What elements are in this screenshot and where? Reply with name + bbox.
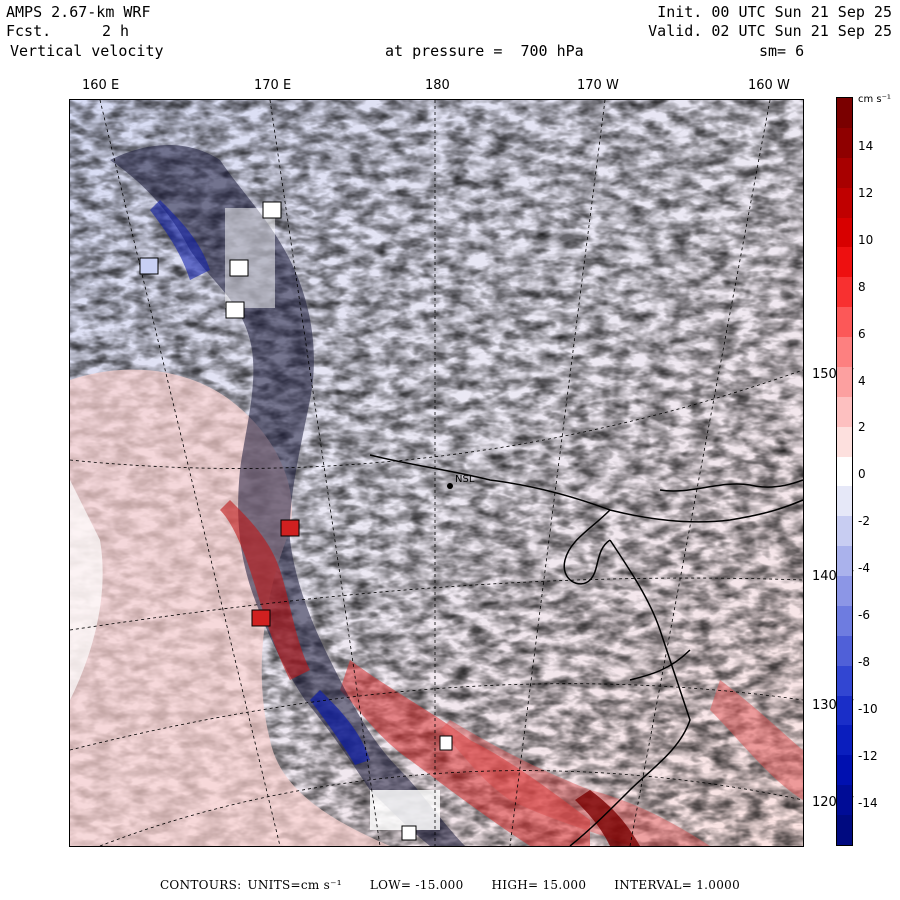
vertical-velocity-map: NSL — [69, 99, 804, 847]
colorbar-swatch — [837, 426, 852, 457]
colorbar-tick-label: -12 — [858, 748, 878, 763]
colorbar-swatch — [837, 785, 852, 815]
colorbar-tick-label: -10 — [858, 701, 878, 716]
colorbar-tick-label: 12 — [858, 185, 874, 200]
colorbar-tick-label: 14 — [858, 139, 874, 153]
colorbar-swatch — [837, 665, 852, 696]
colorbar-swatch — [837, 605, 852, 636]
graticule — [70, 100, 803, 846]
colorbar-tick-label: 10 — [858, 232, 874, 247]
contour-info: CONTOURS: UNITS=cm s⁻¹ LOW= -15.000 HIGH= 1… — [0, 878, 900, 892]
colorbar-swatch — [837, 486, 852, 517]
no-data-patch-2 — [225, 208, 275, 308]
no-data-patch — [370, 790, 440, 830]
white-area — [70, 480, 103, 700]
colorbar-swatch — [837, 277, 852, 308]
colorbar-swatch — [837, 396, 852, 427]
station-marker — [447, 483, 453, 489]
colorbar-tick-label: -4 — [858, 561, 870, 576]
ascent-band-east — [440, 720, 710, 846]
valid-time: Valid. 02 UTC Sun 21 Sep 25 — [648, 22, 892, 40]
colorbar-swatch — [837, 755, 852, 786]
init-time: Init. 00 UTC Sun 21 Sep 25 — [657, 3, 892, 21]
colorbar-swatch — [837, 635, 852, 666]
station-label: NSL — [455, 474, 475, 485]
strong-descent-south — [310, 690, 370, 765]
variable-title: Vertical velocity — [10, 42, 164, 60]
colorbar-tick-label: 8 — [858, 279, 866, 294]
coastline — [369, 454, 803, 846]
lon-label-170w: 170 W — [577, 78, 619, 93]
forecast-label: Fcst. — [6, 22, 52, 40]
colorbar-swatch — [837, 576, 852, 606]
contours-units: UNITS=cm s⁻¹ — [247, 878, 342, 892]
contours-label: CONTOURS: — [159, 878, 242, 892]
colorbar-tick-label: -8 — [858, 654, 870, 669]
forecast-value: 2 h — [102, 22, 130, 40]
mountain-range-texture — [110, 145, 465, 846]
colorbar-swatch — [837, 725, 852, 756]
contours-interval: INTERVAL= 1.0000 — [614, 878, 741, 892]
colorbar-swatch — [837, 516, 852, 547]
lon-label-160w: 160 W — [748, 78, 790, 93]
contours-low: LOW= -15.000 — [369, 878, 464, 892]
colorbar-swatch — [837, 307, 852, 337]
ice-shelf-region — [70, 369, 390, 846]
model-title: AMPS 2.67-km WRF — [6, 3, 151, 21]
station-boxes — [139, 201, 453, 841]
colorbar-swatch — [837, 546, 852, 576]
map-svg: NSL — [70, 100, 803, 846]
lon-label-180: 180 — [425, 78, 450, 93]
colorbar-swatch — [837, 157, 852, 188]
colorbar-swatch — [837, 247, 852, 278]
colorbar-swatch — [837, 127, 852, 158]
colorbar-tick-label: 2 — [858, 420, 866, 435]
colorbar-tick-label: -2 — [858, 514, 870, 529]
colorbar — [836, 97, 853, 846]
strong-ascent-mountain — [220, 500, 310, 680]
colorbar-tick-label: 6 — [858, 326, 866, 341]
pressure-level: at pressure = 700 hPa — [385, 42, 584, 60]
colorbar-tick-label: -6 — [858, 608, 870, 622]
ascent-band-ross — [340, 660, 590, 846]
colorbar-swatch — [837, 217, 852, 248]
colorbar-tick-label: 0 — [858, 467, 866, 482]
contours-high: HIGH= 15.000 — [491, 878, 587, 892]
colorbar-swatch — [837, 456, 852, 487]
colorbar-swatch — [837, 695, 852, 726]
smoothing: sm= 6 — [759, 42, 805, 60]
colorbar-swatch — [837, 366, 852, 397]
colorbar-tick-label: -14 — [858, 795, 878, 810]
colorbar-tick-label: 4 — [858, 373, 866, 388]
lon-label-170e: 170 E — [254, 78, 292, 93]
strong-descent-north — [150, 200, 210, 280]
strong-ascent-south — [575, 790, 640, 846]
colorbar-units: cm s⁻¹ — [858, 94, 891, 105]
ascent-band-right — [710, 680, 803, 800]
colorbar-swatch — [837, 337, 852, 367]
colorbar-swatch — [837, 815, 852, 845]
colorbar-swatch — [837, 98, 852, 128]
colorbar-swatch — [837, 187, 852, 218]
lon-label-160e: 160 E — [82, 78, 120, 93]
